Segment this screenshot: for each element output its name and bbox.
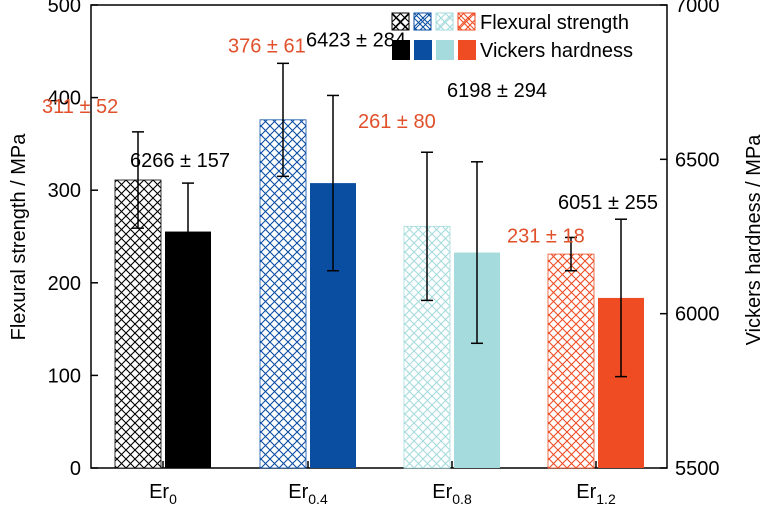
legend-swatch-vickers-hardness: [392, 40, 410, 60]
data-label-flexural-strength: 231 ± 18: [507, 225, 585, 247]
right-axis-tick-label: 5500: [675, 458, 720, 480]
category-label: Er0: [149, 481, 177, 507]
right-axis-tick-label: 7000: [675, 0, 720, 17]
data-label-flexural-strength: 311 ± 52: [42, 96, 118, 118]
data-label-vickers-hardness: 6266 ± 157: [130, 150, 230, 172]
legend-swatch-diagonal: [391, 12, 410, 31]
legend-swatch-vickers-hardness: [436, 40, 454, 60]
data-label-vickers-hardness: 6051 ± 255: [558, 192, 658, 214]
right-axis-tick-label: 6500: [675, 149, 720, 171]
legend-swatch-diagonal: [435, 12, 454, 31]
legend-swatch-vickers-hardness: [458, 40, 476, 60]
left-axis-tick-label: 100: [48, 365, 81, 387]
plot-frame: [90, 4, 668, 469]
legend-swatch-vickers-hardness: [414, 40, 432, 60]
bar-flexural-strength: [547, 253, 595, 469]
left-axis-tick-label: 200: [48, 273, 81, 295]
legend-label-flexural-strength: Flexural strength: [480, 12, 629, 34]
data-label-flexural-strength: 376 ± 61: [228, 35, 306, 57]
data-label-flexural-strength: 261 ± 80: [358, 111, 436, 133]
data-label-vickers-hardness: 6423 ± 284: [306, 29, 406, 51]
data-label-vickers-hardness: 6198 ± 294: [447, 80, 547, 102]
category-label: Er1.2: [576, 481, 616, 507]
legend-label-vickers-hardness: Vickers hardness: [480, 40, 633, 62]
left-axis-tick-label: 400: [48, 88, 81, 110]
left-axis-title: Flexural strength / MPa: [8, 133, 30, 341]
category-label: Er0.8: [432, 481, 472, 507]
left-axis-tick-label: 300: [48, 180, 81, 202]
left-axis-tick-label: 500: [48, 0, 81, 17]
category-label: Er0.4: [288, 481, 328, 507]
right-axis-tick-label: 6000: [675, 304, 720, 326]
left-axis-tick-label: 0: [70, 458, 81, 480]
bar-flexural-strength: [259, 119, 307, 469]
legend-swatch-diagonal: [457, 12, 476, 31]
legend-swatch-diagonal: [413, 12, 432, 31]
right-axis-title: Vickers hardness / MPa: [743, 134, 765, 346]
